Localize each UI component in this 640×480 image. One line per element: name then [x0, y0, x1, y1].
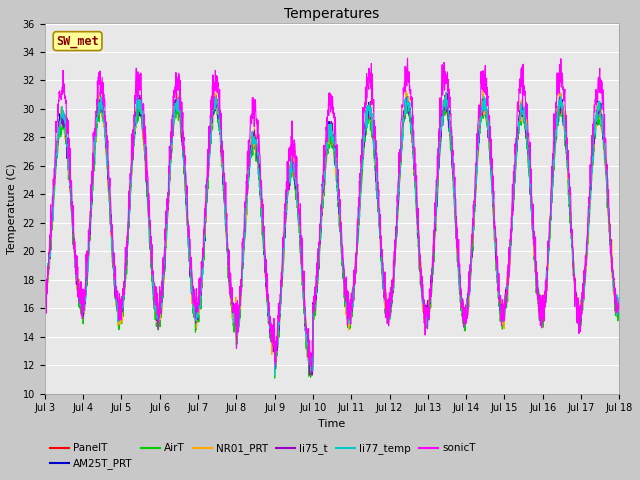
li77_temp [41, 300, 49, 306]
NR01_PRT [201, 228, 209, 233]
PanelT [349, 288, 357, 294]
Line: li77_temp: li77_temp [45, 92, 620, 375]
sonicT [616, 303, 623, 309]
Line: PanelT: PanelT [45, 93, 620, 367]
AirT [616, 305, 623, 311]
AM25T_PRT [96, 89, 104, 95]
li75_t [362, 128, 369, 133]
PanelT [500, 313, 508, 319]
sonicT [404, 55, 412, 61]
li77_temp [616, 300, 623, 305]
sonicT [581, 272, 589, 277]
li77_temp [362, 122, 369, 128]
li75_t [444, 91, 451, 96]
NR01_PRT [581, 270, 589, 276]
li75_t [616, 305, 623, 311]
PanelT [201, 224, 209, 229]
AirT [41, 306, 49, 312]
AirT [362, 121, 369, 127]
NR01_PRT [349, 285, 357, 290]
AM25T_PRT [362, 116, 369, 122]
li77_temp [201, 218, 209, 224]
PanelT [41, 290, 49, 296]
li77_temp [500, 305, 508, 311]
AirT [500, 324, 508, 330]
NR01_PRT [616, 304, 623, 310]
X-axis label: Time: Time [319, 419, 346, 429]
Line: li75_t: li75_t [45, 94, 620, 375]
Title: Temperatures: Temperatures [284, 7, 380, 21]
Text: SW_met: SW_met [56, 35, 99, 48]
NR01_PRT [362, 121, 369, 127]
sonicT [41, 288, 49, 293]
AirT [201, 234, 209, 240]
AM25T_PRT [581, 268, 589, 274]
Line: AirT: AirT [45, 100, 620, 378]
Legend: PanelT, AM25T_PRT, AirT, NR01_PRT, li75_t, li77_temp, sonicT: PanelT, AM25T_PRT, AirT, NR01_PRT, li75_… [50, 443, 476, 469]
Line: sonicT: sonicT [45, 58, 620, 372]
NR01_PRT [565, 190, 573, 195]
sonicT [500, 318, 508, 324]
li77_temp [565, 181, 573, 187]
PanelT [616, 303, 623, 309]
li75_t [581, 277, 589, 283]
PanelT [442, 90, 449, 96]
AM25T_PRT [565, 182, 573, 188]
li75_t [308, 372, 316, 378]
AM25T_PRT [308, 367, 316, 373]
PanelT [308, 364, 316, 370]
AirT [565, 204, 573, 210]
NR01_PRT [41, 299, 49, 304]
AM25T_PRT [202, 222, 209, 228]
sonicT [201, 214, 209, 220]
li75_t [500, 314, 508, 320]
PanelT [362, 120, 369, 126]
Y-axis label: Temperature (C): Temperature (C) [7, 163, 17, 254]
li75_t [41, 301, 49, 307]
li77_temp [271, 372, 278, 378]
AirT [212, 97, 220, 103]
AM25T_PRT [41, 292, 49, 298]
li75_t [565, 187, 573, 193]
AirT [349, 300, 357, 305]
li75_t [349, 297, 357, 303]
PanelT [581, 267, 589, 273]
li77_temp [349, 295, 357, 300]
li75_t [201, 221, 209, 227]
Line: AM25T_PRT: AM25T_PRT [45, 92, 620, 370]
PanelT [565, 187, 573, 193]
AM25T_PRT [349, 287, 357, 292]
li77_temp [581, 276, 589, 281]
sonicT [565, 175, 573, 181]
sonicT [308, 369, 316, 374]
sonicT [349, 287, 357, 293]
NR01_PRT [308, 372, 316, 378]
AM25T_PRT [500, 311, 508, 317]
li77_temp [442, 89, 450, 95]
AirT [581, 278, 589, 284]
NR01_PRT [500, 300, 508, 306]
AirT [271, 375, 278, 381]
sonicT [362, 84, 369, 90]
Line: NR01_PRT: NR01_PRT [45, 90, 620, 375]
AM25T_PRT [616, 308, 623, 313]
NR01_PRT [211, 87, 218, 93]
